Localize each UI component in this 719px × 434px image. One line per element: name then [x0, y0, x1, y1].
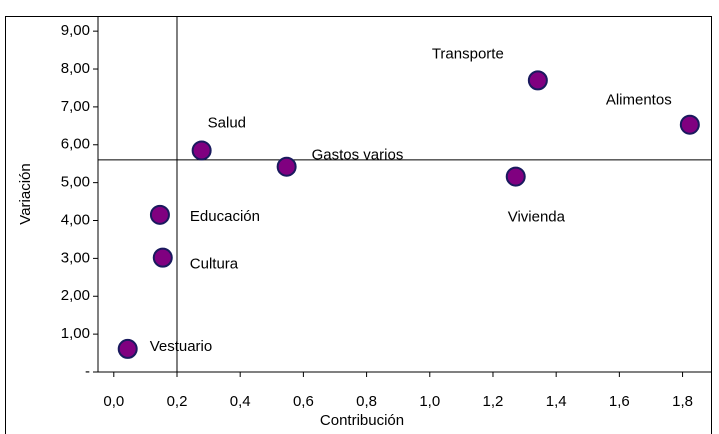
y-axis-label: Variación [17, 163, 34, 224]
x-tick-label: 0,8 [356, 393, 377, 410]
point-label: Vivienda [508, 209, 566, 226]
y-tick-label: - [85, 363, 90, 380]
point [152, 247, 173, 268]
point [527, 70, 548, 91]
y-tick-label: 3,00 [61, 249, 90, 266]
x-tick-label: 0,2 [167, 393, 188, 410]
x-tick-label: 0,0 [103, 393, 124, 410]
y-tick-label: 1,00 [61, 325, 90, 342]
point [505, 166, 526, 187]
point-label: Alimentos [606, 92, 672, 109]
x-axis-label: Contribución [320, 412, 404, 429]
y-tick-label: 8,00 [61, 60, 90, 77]
y-tick-label: 2,00 [61, 287, 90, 304]
y-tick-label: 5,00 [61, 174, 90, 191]
point-label: Gastos varios [312, 147, 404, 164]
y-tick-label: 6,00 [61, 136, 90, 153]
x-tick-label: 1,4 [546, 393, 567, 410]
point [117, 338, 138, 359]
x-tick-label: 1,2 [483, 393, 504, 410]
point [149, 204, 170, 225]
point [191, 140, 212, 161]
x-tick-label: 0,6 [293, 393, 314, 410]
point-label: Cultura [190, 256, 239, 273]
point-label: Vestuario [150, 338, 213, 355]
x-tick-label: 1,6 [609, 393, 630, 410]
x-tick-label: 1,8 [672, 393, 693, 410]
point-label: Transporte [432, 45, 504, 62]
y-tick-label: 7,00 [61, 98, 90, 115]
point-label: Educación [190, 208, 260, 225]
y-tick-label: 9,00 [61, 22, 90, 39]
point-label: Salud [208, 114, 246, 131]
chart-border [5, 16, 712, 434]
x-tick-label: 0,4 [230, 393, 251, 410]
point [276, 156, 297, 177]
x-tick-label: 1,0 [419, 393, 440, 410]
point [679, 114, 700, 135]
y-tick-label: 4,00 [61, 211, 90, 228]
